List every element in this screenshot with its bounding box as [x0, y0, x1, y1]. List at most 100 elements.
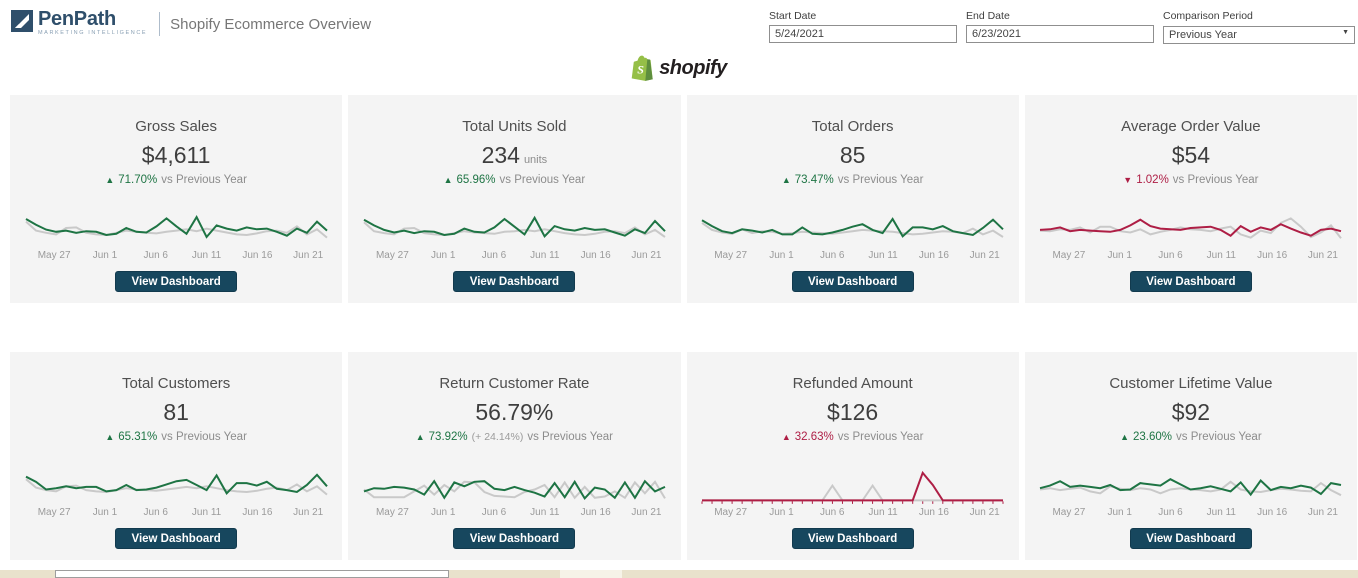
shopify-logo-text: shopify	[659, 56, 727, 79]
kpi-delta: ▲ 32.63% vs Previous Year	[782, 431, 924, 443]
kpi-title: Customer Lifetime Value	[1109, 375, 1273, 392]
kpi-title: Total Orders	[811, 118, 894, 135]
axis-tick-label: May 27	[375, 250, 409, 261]
penpath-logo: PenPath MARKETING INTELLIGENCE	[10, 9, 147, 36]
view-dashboard-button[interactable]: View Dashboard	[791, 271, 914, 292]
axis-tick-label: May 27	[1052, 250, 1086, 261]
axis-tick-label: Jun 21	[293, 507, 324, 518]
sparkline-chart	[24, 473, 328, 496]
kpi-card: Total Orders 85 ▲ 73.47% vs Previous Yea…	[686, 95, 1019, 303]
kpi-delta: ▲ 71.70% vs Previous Year	[105, 174, 247, 186]
sparkline-chart	[24, 215, 328, 239]
axis-tick-label: Jun 6	[143, 507, 168, 518]
axis-tick-label: Jun 1	[769, 250, 794, 261]
axis-tick-label: Jun 6	[1158, 507, 1183, 518]
axis-tick-label: Jun 6	[143, 250, 168, 261]
axis-tick-label: May 27	[37, 250, 71, 261]
kpi-value: $4,611	[141, 142, 211, 168]
kpi-card: Gross Sales $4,611 ▲ 71.70% vs Previous …	[10, 95, 343, 303]
sparkline-wrap: May 27 Jun 1 Jun 6 Jun 11 Jun 16 Jun 21	[24, 466, 329, 519]
delta-arrow-icon: ▼	[1123, 175, 1133, 185]
view-dashboard-button[interactable]: View Dashboard	[1129, 271, 1252, 292]
delta-arrow-icon: ▲	[415, 432, 425, 442]
kpi-value-row: $4,611	[142, 142, 211, 169]
view-dashboard-button[interactable]: View Dashboard	[791, 528, 914, 549]
kpi-value-row: 85	[840, 142, 866, 169]
axis-tick-label: Jun 6	[481, 507, 507, 518]
kpi-delta: ▲ 65.31% vs Previous Year	[105, 431, 247, 443]
page-title: Shopify Ecommerce Overview	[170, 16, 372, 33]
axis-tick-label: Jun 11	[530, 507, 560, 518]
sparkline-x-axis: May 27 Jun 1 Jun 6 Jun 11 Jun 16 Jun 21	[700, 247, 1005, 262]
sparkline-chart	[363, 215, 666, 238]
sparkline-chart	[701, 470, 1004, 504]
axis-tick-label: Jun 16	[1257, 250, 1288, 261]
comparison-period-select[interactable]: Previous Year	[1163, 26, 1355, 44]
brand-tagline: MARKETING INTELLIGENCE	[38, 30, 148, 36]
delta-percent: 23.60%	[1132, 431, 1172, 443]
delta-arrow-icon: ▲	[105, 432, 115, 442]
sparkline-wrap: May 27 Jun 1 Jun 6 Jun 11 Jun 16 Jun 21	[700, 466, 1005, 519]
view-dashboard-button[interactable]: View Dashboard	[115, 528, 238, 549]
kpi-card: Average Order Value $54 ▼ 1.02% vs Previ…	[1024, 95, 1357, 303]
delta-suffix: vs Previous Year	[1172, 174, 1259, 186]
kpi-value-row: 81	[163, 399, 189, 426]
axis-tick-label: Jun 1	[92, 507, 118, 518]
kpi-title: Return Customer Rate	[439, 375, 590, 392]
kpi-value-row: $92	[1172, 399, 1210, 426]
axis-tick-label: Jun 11	[191, 250, 222, 261]
sparkline-chart	[1040, 217, 1343, 239]
delta-suffix: vs Previous Year	[161, 174, 247, 186]
sparkline-x-axis: May 27 Jun 1 Jun 6 Jun 11 Jun 16 Jun 21	[362, 504, 667, 519]
delta-suffix: vs Previous Year	[527, 431, 613, 443]
sparkline-x-axis: May 27 Jun 1 Jun 6 Jun 11 Jun 16 Jun 21	[1038, 504, 1343, 519]
start-date-group: Start Date	[769, 10, 957, 44]
delta-percent: 73.47%	[794, 174, 834, 186]
kpi-title: Average Order Value	[1121, 118, 1261, 135]
kpi-value: 234	[481, 142, 520, 168]
delta-percent: 1.02%	[1136, 174, 1169, 186]
axis-tick-label: Jun 11	[530, 250, 560, 261]
axis-tick-label: Jun 11	[1206, 507, 1236, 518]
axis-tick-label: Jun 1	[1107, 507, 1132, 518]
sparkline-wrap: May 27 Jun 1 Jun 6 Jun 11 Jun 16 Jun 21	[362, 209, 667, 262]
brand-name: PenPath	[38, 8, 116, 30]
view-dashboard-button[interactable]: View Dashboard	[453, 528, 576, 549]
view-dashboard-button[interactable]: View Dashboard	[1129, 528, 1252, 549]
axis-tick-label: Jun 6	[820, 507, 845, 518]
view-dashboard-button[interactable]: View Dashboard	[115, 271, 238, 292]
delta-percent: 71.70%	[118, 174, 158, 186]
kpi-delta: ▲ 65.96% vs Previous Year	[444, 174, 586, 186]
axis-tick-label: Jun 1	[92, 250, 118, 261]
kpi-title: Gross Sales	[135, 118, 217, 135]
kpi-unit: units	[523, 154, 548, 166]
partial-window-box	[55, 570, 449, 578]
axis-tick-label: Jun 1	[769, 507, 794, 518]
start-date-label: Start Date	[769, 10, 817, 22]
sparkline-x-axis: May 27 Jun 1 Jun 6 Jun 11 Jun 16 Jun 21	[700, 504, 1005, 519]
kpi-card: Refunded Amount $126 ▲ 32.63% vs Previou…	[686, 352, 1019, 560]
comparison-period-label: Comparison Period	[1163, 10, 1253, 22]
end-date-input[interactable]	[966, 25, 1154, 43]
view-dashboard-button[interactable]: View Dashboard	[453, 271, 576, 292]
sparkline-chart	[1040, 478, 1342, 497]
kpi-delta: ▲ 73.47% vs Previous Year	[782, 174, 924, 186]
kpi-title: Total Units Sold	[462, 118, 567, 135]
comparison-period-group: Comparison Period Previous Year ▼	[1163, 10, 1355, 44]
axis-tick-label: Jun 1	[430, 507, 456, 518]
sparkline-chart	[363, 479, 666, 501]
axis-tick-label: Jun 1	[430, 250, 456, 261]
kpi-delta: ▲ 73.92% (+ 24.14%) vs Previous Year	[416, 431, 613, 443]
kpi-title: Total Customers	[121, 375, 231, 392]
axis-tick-label: May 27	[37, 507, 71, 518]
partial-window-strip	[0, 570, 1358, 578]
sparkline-x-axis: May 27 Jun 1 Jun 6 Jun 11 Jun 16 Jun 21	[24, 504, 329, 519]
axis-tick-label: Jun 21	[631, 250, 662, 261]
sparkline-wrap: May 27 Jun 1 Jun 6 Jun 11 Jun 16 Jun 21	[24, 209, 329, 262]
delta-percent: 65.96%	[456, 174, 496, 186]
start-date-input[interactable]	[769, 25, 957, 43]
kpi-value: 81	[163, 399, 189, 425]
axis-tick-label: Jun 11	[191, 507, 222, 518]
kpi-value-row: $126	[827, 399, 878, 426]
sparkline-wrap: May 27 Jun 1 Jun 6 Jun 11 Jun 16 Jun 21	[700, 209, 1005, 262]
